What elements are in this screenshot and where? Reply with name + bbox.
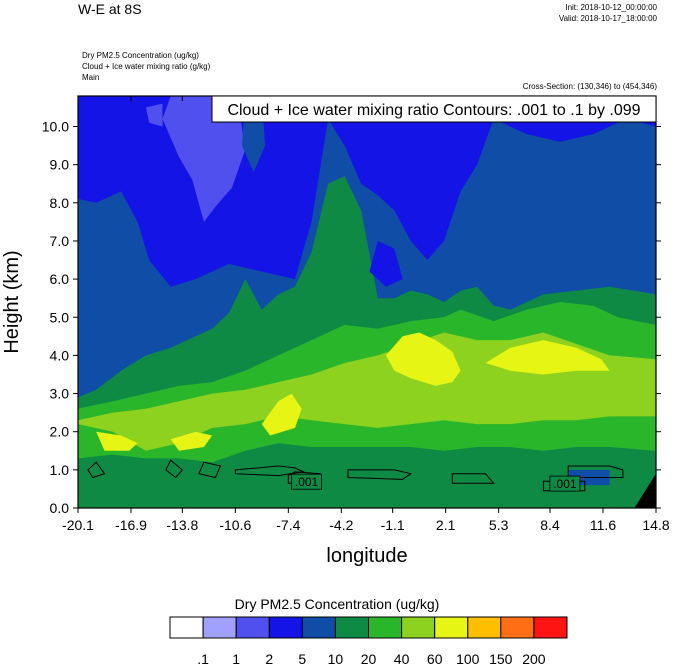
colorbar-box-10: [500, 616, 535, 639]
y-axis-label: Height (km): [1, 250, 23, 353]
axes: -20.1 -16.9 -13.8 -10.6 -7.4 -4.2 -1.1 2.1 5.3 8.…: [1, 96, 670, 567]
run-times: Init: 2018-10-12_00:00:00 Valid: 2018-10…: [559, 2, 657, 24]
x-tick-label-6: -1.1: [381, 517, 405, 533]
fill-patch-0: [386, 332, 461, 386]
x-tick-label-3: -10.6: [219, 517, 251, 533]
fill-patch-4: [261, 393, 302, 436]
y-tick-label-2: 2.0: [50, 424, 70, 440]
colorbar-label-5: 20: [361, 651, 377, 667]
x-tick-label-4: -7.4: [276, 517, 300, 533]
cloud-contour-6: [87, 461, 106, 479]
colorbar-label-6: 40: [394, 651, 410, 667]
contour-info-frame: [211, 95, 657, 123]
concentration-fill: [78, 96, 656, 508]
fill-patch-9: [369, 241, 403, 287]
colorbar-label-4: 10: [328, 651, 344, 667]
fill-patch-6: [162, 96, 246, 222]
x-tick-label-7: 2.1: [436, 517, 456, 533]
colorbar-box-8: [434, 616, 469, 639]
colorbar-box-6: [368, 616, 403, 639]
colorbar-box-11: [533, 616, 568, 639]
fill-patch-2: [96, 431, 138, 451]
init-time: Init: 2018-10-12_00:00:00: [565, 3, 657, 12]
cloud-contours: .001 .001: [87, 459, 624, 492]
colorbar: .1 1 2 5 10 20 40 60 100 150 200: [169, 616, 568, 667]
colorbar-label-9: 150: [489, 651, 513, 667]
colorbar-label-1: 1: [232, 651, 240, 667]
contour-info-box: Cloud + Ice water mixing ratio Contours:…: [211, 95, 657, 123]
cloud-contour-4: [567, 465, 624, 478]
colorbar-box-2: [235, 616, 270, 639]
x-tick-label-2: -13.8: [166, 517, 198, 533]
cloud-contour-2: [347, 469, 413, 480]
y-tick-label-6: 6.0: [50, 271, 70, 287]
colorbar-box-4: [301, 616, 336, 639]
y-tick-label-0: 0.0: [50, 500, 70, 516]
field-name-pm25: Dry PM2.5 Concentration (ug/kg): [82, 51, 199, 60]
colorbar-label-8: 100: [456, 651, 480, 667]
x-tick-label-1: -16.9: [115, 517, 147, 533]
cloud-contour-1: [234, 465, 305, 477]
colorbar-box-3: [268, 616, 303, 639]
y-tick-label-5: 5.0: [50, 309, 70, 325]
colorbar-label-10: 200: [522, 651, 546, 667]
colorbar-box-1: [202, 616, 237, 639]
x-tick-label-8: 5.3: [489, 517, 509, 533]
fill-patch-3: [170, 431, 213, 451]
y-tick-label-4: 4.0: [50, 347, 70, 363]
x-tick-label-10: 11.6: [590, 517, 616, 533]
y-tick-label-7: 7.0: [50, 233, 70, 249]
cross-section-label: Cross-Section: (130,346) to (454,346): [522, 82, 657, 91]
contour-label-box-0: [291, 473, 322, 490]
y-tick-label-10: 10.0: [42, 119, 69, 135]
colorbar-box-7: [401, 616, 436, 639]
x-tick-label-5: -4.2: [329, 517, 353, 533]
colorbar-box-0: [169, 616, 204, 639]
x-tick-label-11: 14.8: [642, 517, 669, 533]
fill-band-6: [78, 443, 656, 508]
field-list: Dry PM2.5 Concentration (ug/kg) Cloud + …: [82, 50, 210, 83]
colorbar-label-0: .1: [197, 651, 209, 667]
fill-patch-7: [145, 103, 163, 127]
field-name-cloud: Cloud + Ice water mixing ratio (g/kg): [82, 62, 211, 71]
contour-label-0: .001: [295, 475, 319, 489]
y-tick-label-1: 1.0: [50, 462, 70, 478]
main-title: W-E at 8S: [78, 1, 142, 17]
fill-patch-1: [485, 340, 610, 375]
x-tick-label-9: 8.4: [540, 517, 560, 533]
valid-time: Valid: 2018-10-17_18:00:00: [558, 14, 657, 23]
field-name-main: Main: [82, 73, 100, 82]
colorbar-box-9: [467, 616, 502, 639]
y-tick-label-3: 3.0: [50, 386, 70, 402]
contour-label-1: .001: [553, 477, 577, 491]
x-tick-label-0: -20.1: [62, 517, 94, 533]
colorbar-label-7: 60: [427, 651, 443, 667]
colorbar-label-3: 5: [298, 651, 306, 667]
y-tick-label-9: 9.0: [50, 157, 70, 173]
cloud-contour-8: [198, 461, 222, 479]
x-axis-label: longitude: [326, 545, 407, 567]
cloud-contour-3: [451, 473, 495, 484]
colorbar-title: Dry PM2.5 Concentration (ug/kg): [234, 596, 440, 612]
cloud-contour-7: [165, 459, 184, 479]
terrain-mask: [634, 473, 656, 508]
colorbar-label-2: 2: [265, 651, 273, 667]
y-tick-label-8: 8.0: [50, 195, 70, 211]
chart-title: Cloud + Ice water mixing ratio Contours:…: [227, 102, 640, 119]
contour-label-box-1: [549, 475, 581, 492]
colorbar-box-5: [334, 616, 369, 639]
